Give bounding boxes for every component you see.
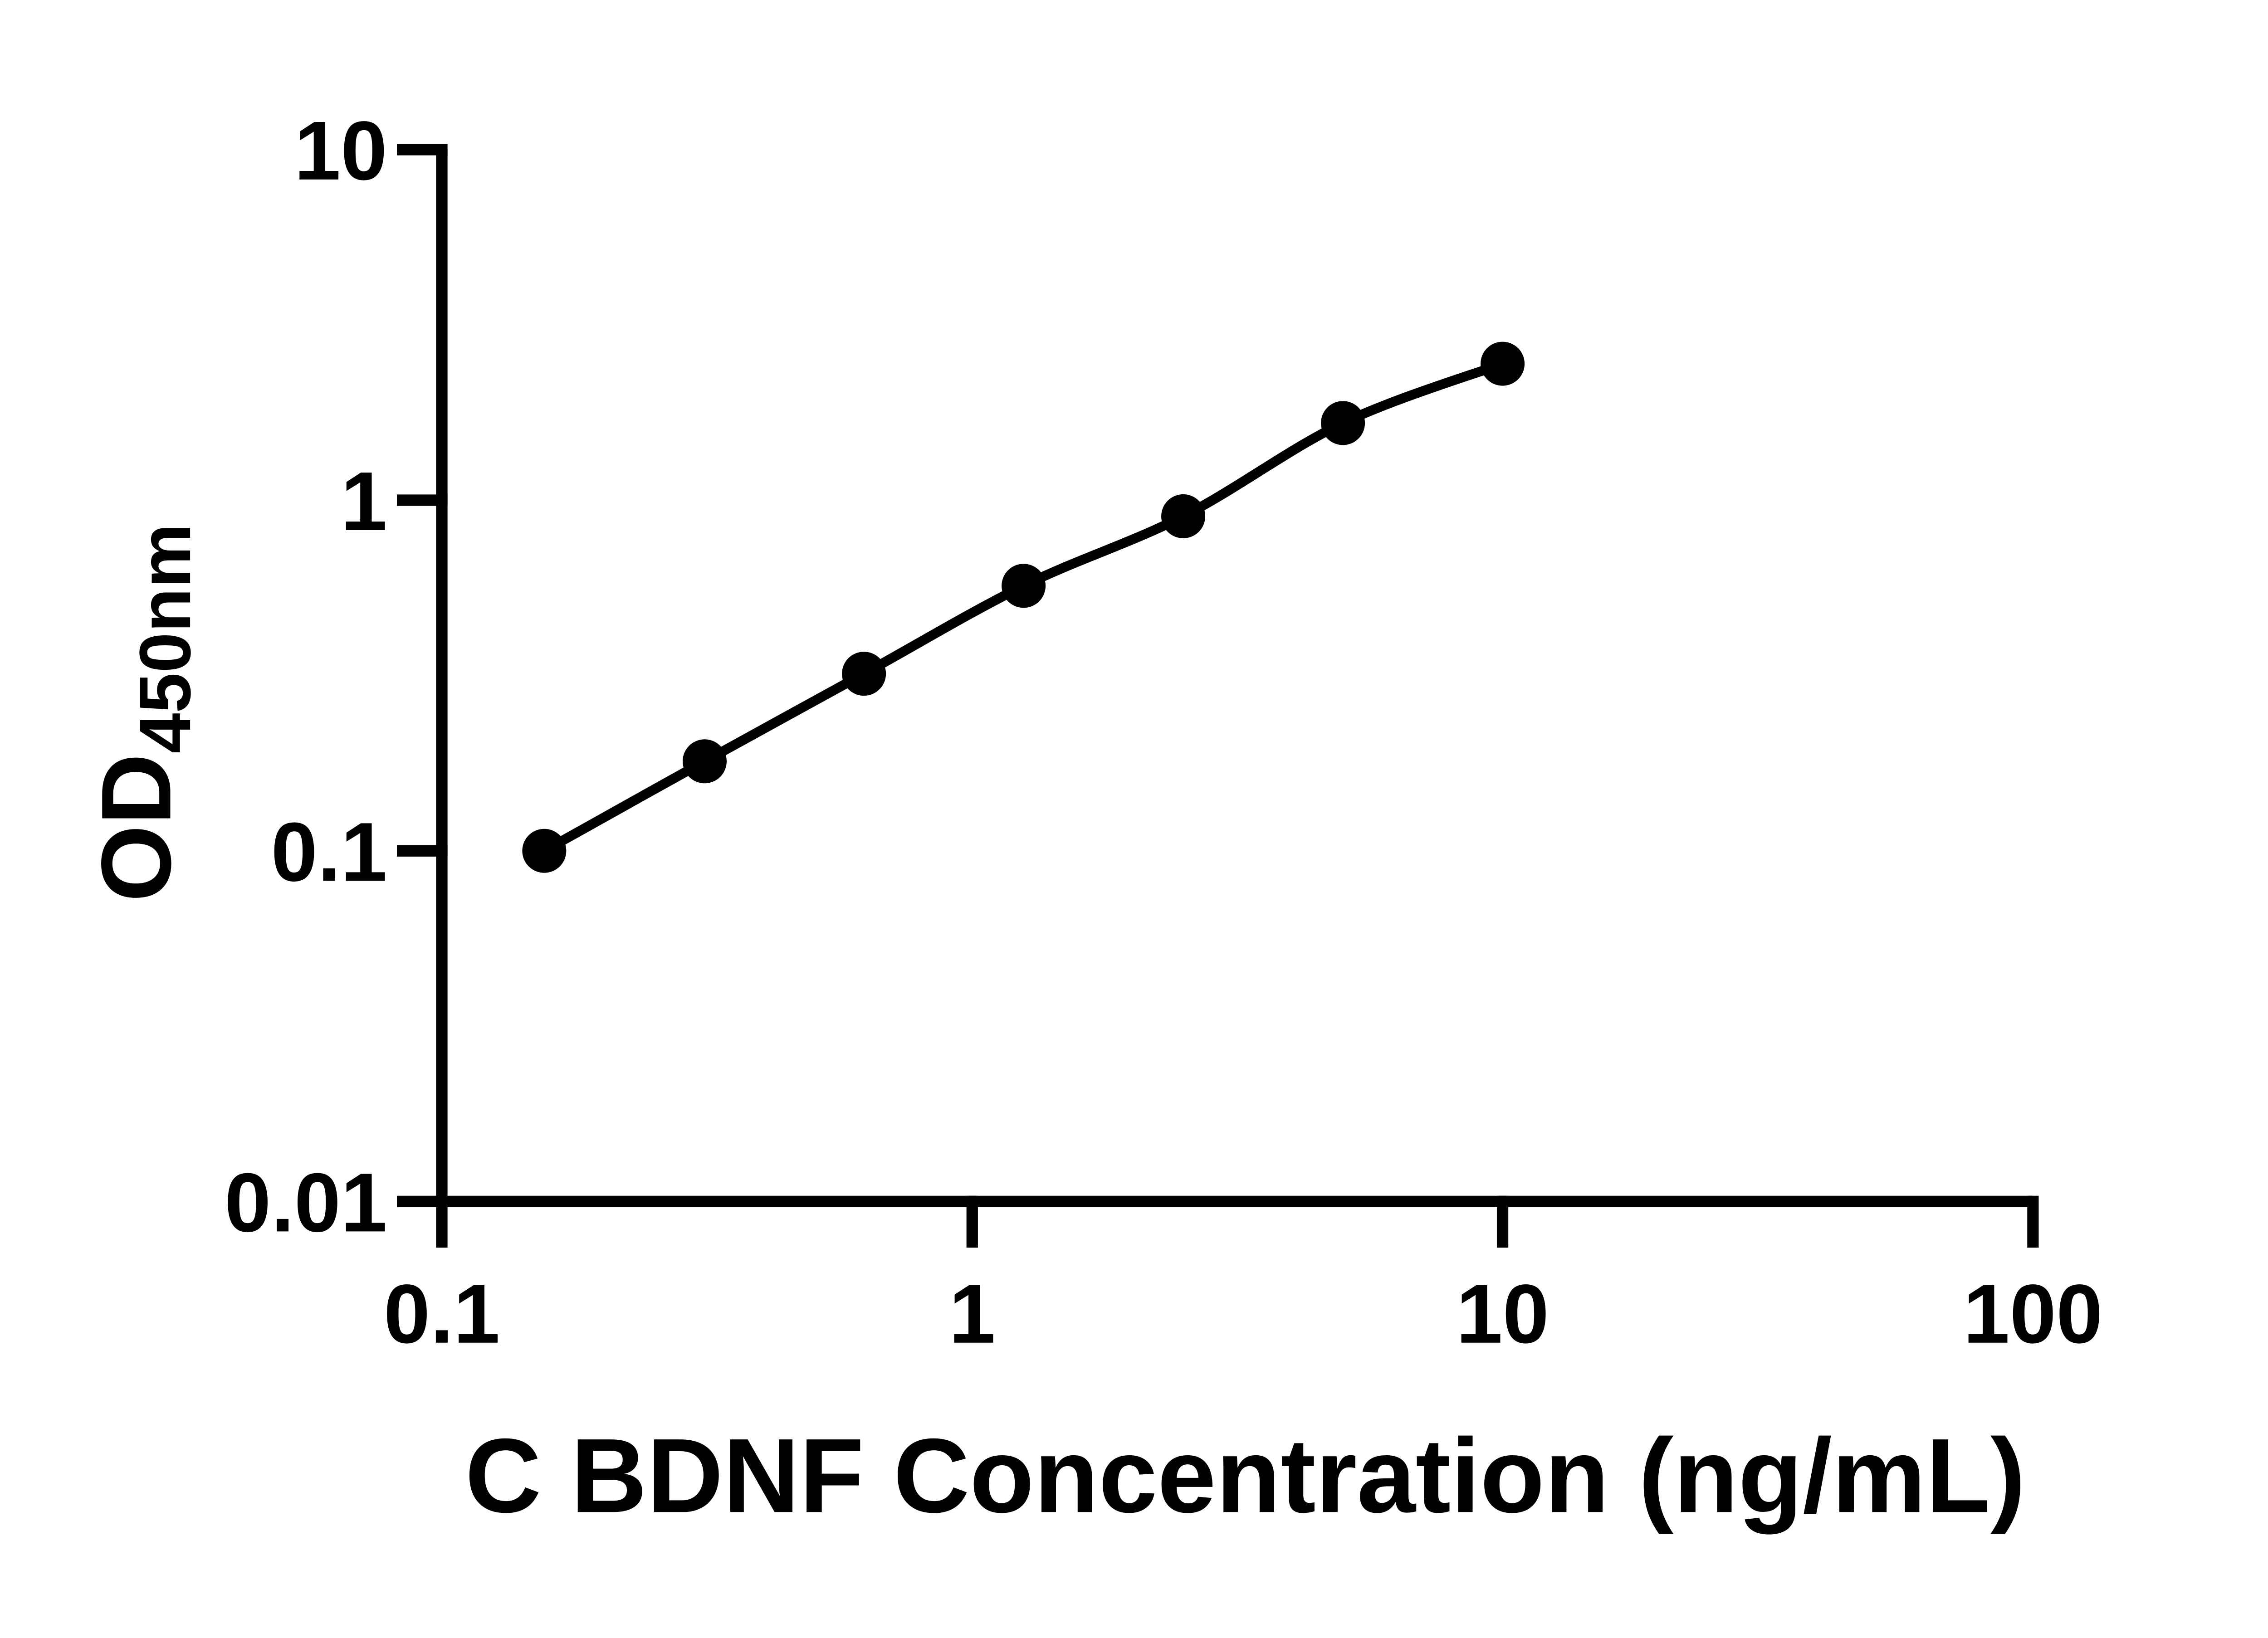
data-point — [1002, 564, 1046, 608]
data-series — [522, 341, 1525, 873]
data-point — [682, 739, 727, 784]
data-point — [1161, 494, 1206, 538]
y-tick-label: 0.1 — [271, 805, 387, 899]
x-tick-label: 0.1 — [384, 1268, 500, 1361]
plot-canvas: 0.1 1 10 100 10 1 0.1 0.01 C BDNF Concentratio… — [81, 104, 2103, 1535]
x-tick-labels: 0.1 1 10 100 — [384, 1268, 2103, 1361]
y-tick-labels: 10 1 0.1 0.01 — [225, 104, 387, 1250]
y-tick-label: 0.01 — [225, 1156, 387, 1249]
elisa-standard-curve-figure: 0.1 1 10 100 10 1 0.1 0.01 C BDNF Concentratio… — [81, 104, 2103, 1535]
x-tick-label: 10 — [1456, 1268, 1549, 1361]
y-tick-label: 1 — [341, 455, 387, 548]
y-axis-title-sub: 450nm — [124, 523, 205, 753]
axis-lines — [436, 149, 2033, 1208]
x-tick-label: 100 — [1963, 1268, 2103, 1361]
x-axis-title: C BDNF Concentration (ng/mL) — [465, 1417, 2025, 1535]
y-axis-title: OD450nm — [81, 523, 205, 902]
y-axis-title-main: OD — [81, 753, 191, 902]
x-axis-ticks — [436, 1195, 2039, 1248]
y-tick-label: 10 — [294, 104, 387, 198]
axes — [436, 149, 2033, 1208]
x-tick-label: 1 — [949, 1268, 996, 1361]
data-point — [1481, 341, 1525, 386]
y-axis-ticks — [397, 144, 448, 1208]
data-point — [842, 652, 886, 696]
data-point — [522, 829, 567, 873]
data-point — [1321, 401, 1365, 445]
